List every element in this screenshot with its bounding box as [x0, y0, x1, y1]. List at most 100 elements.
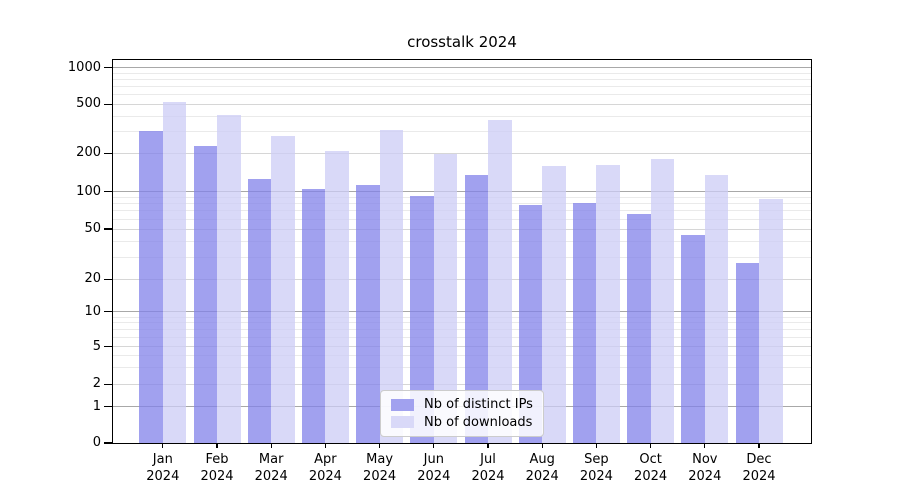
x-label-month: May [366, 452, 394, 467]
x-label-year: 2024 [417, 469, 451, 484]
x-label-month: Nov [692, 452, 718, 467]
legend-label-downloads: Nb of downloads [424, 414, 533, 430]
bar-downloads-aug [542, 166, 566, 443]
x-label-month: Sep [584, 452, 609, 467]
y-tick-label-2: 2 [92, 376, 101, 392]
bar-distinct-ips-feb [193, 145, 217, 443]
x-label-month: Jun [423, 452, 444, 467]
x-tick-dec [758, 443, 760, 448]
x-tick-label-nov: Nov 2024 [677, 451, 733, 485]
gridline-1000 [113, 67, 811, 69]
bar-distinct-ips-jan [139, 130, 163, 443]
bar-distinct-ips-dec [735, 262, 759, 443]
x-tick-label-jan: Jan 2024 [135, 451, 191, 485]
y-tick-500 [104, 103, 113, 105]
y-tick-label-1: 1 [92, 398, 101, 414]
y-tick-label-100: 100 [76, 183, 101, 199]
gridline-9 [113, 316, 811, 318]
x-tick-label-mar: Mar 2024 [243, 451, 299, 485]
x-label-month: Apr [314, 452, 337, 467]
bar-downloads-jun [433, 154, 458, 443]
y-tick-100 [104, 191, 113, 193]
x-tick-jul [487, 443, 489, 448]
gridline-500 [113, 103, 811, 105]
gridline-2 [113, 383, 811, 385]
x-label-year: 2024 [200, 469, 234, 484]
bar-downloads-nov [704, 175, 729, 443]
gridline-30 [113, 256, 811, 258]
y-tick-1 [104, 406, 113, 408]
y-tick-label-10: 10 [84, 303, 101, 319]
bar-distinct-ips-mar [247, 179, 272, 443]
x-tick-oct [650, 443, 652, 448]
x-label-month: Aug [529, 452, 555, 467]
x-tick-label-jun: Jun 2024 [406, 451, 462, 485]
x-tick-label-jul: Jul 2024 [460, 451, 516, 485]
y-tick-20 [104, 278, 113, 280]
bar-distinct-ips-jun [410, 195, 434, 443]
x-label-year: 2024 [742, 469, 776, 484]
x-tick-label-feb: Feb 2024 [189, 451, 245, 485]
x-tick-jun [433, 443, 435, 448]
x-label-year: 2024 [308, 469, 342, 484]
chart-title: crosstalk 2024 [407, 33, 517, 51]
y-tick-200 [104, 152, 113, 154]
x-label-month: Jan [152, 452, 173, 467]
legend-swatch-downloads [391, 416, 414, 429]
y-tick-label-1000: 1000 [67, 59, 101, 75]
legend-item-downloads: Nb of downloads [391, 414, 533, 432]
y-tick-5 [104, 346, 113, 348]
bar-downloads-mar [271, 136, 295, 443]
x-label-year: 2024 [688, 469, 722, 484]
bar-distinct-ips-apr [301, 189, 326, 443]
bar-downloads-oct [650, 158, 675, 443]
legend-swatch-distinct-ips [391, 398, 414, 411]
gridline-3 [113, 367, 811, 369]
gridline-600 [113, 94, 811, 96]
bar-distinct-ips-oct [627, 214, 651, 443]
gridline-800 [113, 78, 811, 80]
gridline-80 [113, 203, 811, 205]
bar-downloads-jul [488, 120, 512, 443]
y-tick-label-0: 0 [92, 435, 101, 450]
x-label-month: Oct [639, 452, 662, 467]
x-tick-apr [324, 443, 327, 448]
gridline-700 [113, 86, 811, 88]
gridline-400 [113, 115, 811, 117]
gridline-20 [113, 278, 811, 280]
x-label-year: 2024 [146, 469, 180, 484]
gridline-300 [113, 131, 811, 133]
gridline-5 [113, 346, 811, 348]
bar-distinct-ips-nov [681, 234, 705, 443]
gridline-900 [113, 72, 811, 74]
bar-downloads-may [379, 129, 404, 443]
y-tick-0 [104, 442, 113, 444]
x-tick-label-aug: Aug 2024 [514, 451, 570, 485]
y-tick-label-50: 50 [84, 221, 101, 237]
x-tick-label-may: May 2024 [352, 451, 408, 485]
x-tick-label-sep: Sep 2024 [568, 451, 624, 485]
gridline-90 [113, 196, 811, 198]
gridline-6 [113, 337, 811, 338]
x-label-year: 2024 [471, 469, 505, 484]
gridline-8 [113, 322, 811, 324]
x-label-month: Dec [746, 452, 772, 467]
bar-distinct-ips-jul [464, 175, 488, 443]
x-label-month: Feb [205, 452, 229, 467]
bar-downloads-feb [217, 114, 241, 443]
x-tick-aug [541, 443, 543, 448]
x-tick-mar [270, 443, 272, 448]
x-tick-sep [595, 443, 598, 448]
gridline-100 [113, 191, 811, 193]
bar-downloads-apr [325, 150, 349, 443]
plot-area [112, 59, 812, 444]
x-label-year: 2024 [579, 469, 613, 484]
y-tick-label-20: 20 [84, 271, 101, 287]
bar-downloads-sep [596, 164, 620, 443]
x-label-year: 2024 [525, 469, 559, 484]
gridline-7 [113, 329, 811, 331]
x-tick-may [379, 443, 381, 448]
bar-downloads-dec [759, 198, 783, 443]
y-tick-label-5: 5 [92, 338, 101, 354]
bar-distinct-ips-aug [518, 205, 543, 443]
